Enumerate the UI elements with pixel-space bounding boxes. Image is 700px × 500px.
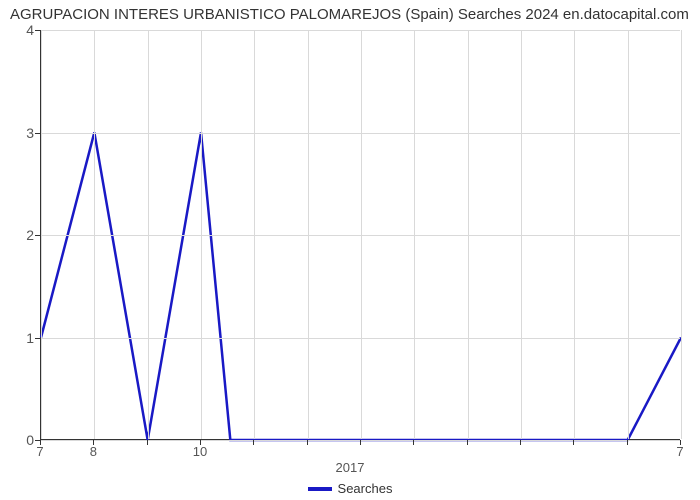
x-tick-mark bbox=[520, 440, 521, 445]
gridline-vertical bbox=[681, 30, 682, 439]
x-tick-mark bbox=[253, 440, 254, 445]
x-tick-mark bbox=[360, 440, 361, 445]
y-tick-label: 3 bbox=[4, 125, 34, 141]
x-tick-mark bbox=[467, 440, 468, 445]
x-tick-mark bbox=[627, 440, 628, 445]
legend-label: Searches bbox=[338, 481, 393, 496]
x-tick-mark bbox=[573, 440, 574, 445]
x-tick-mark bbox=[413, 440, 414, 445]
x-tick-mark bbox=[307, 440, 308, 445]
gridline-horizontal bbox=[41, 30, 680, 31]
legend-swatch bbox=[308, 487, 332, 491]
gridline-horizontal bbox=[41, 133, 680, 134]
chart-title: AGRUPACION INTERES URBANISTICO PALOMAREJ… bbox=[0, 6, 700, 23]
y-tick-label: 0 bbox=[4, 432, 34, 448]
y-tick-label: 2 bbox=[4, 227, 34, 243]
y-tick-mark bbox=[35, 338, 40, 339]
y-tick-mark bbox=[35, 30, 40, 31]
chart-legend: Searches bbox=[0, 480, 700, 496]
x-tick-label: 7 bbox=[36, 444, 43, 459]
y-tick-mark bbox=[35, 133, 40, 134]
x-tick-label: 10 bbox=[193, 444, 207, 459]
x-tick-mark bbox=[147, 440, 148, 445]
gridline-horizontal bbox=[41, 338, 680, 339]
y-tick-label: 1 bbox=[4, 330, 34, 346]
plot-area bbox=[40, 30, 680, 440]
y-tick-mark bbox=[35, 235, 40, 236]
x-tick-label: 7 bbox=[676, 444, 683, 459]
x-axis-title: 2017 bbox=[0, 460, 700, 475]
x-tick-label: 8 bbox=[90, 444, 97, 459]
gridline-horizontal bbox=[41, 235, 680, 236]
y-tick-label: 4 bbox=[4, 22, 34, 38]
searches-line-chart: AGRUPACION INTERES URBANISTICO PALOMAREJ… bbox=[0, 0, 700, 500]
